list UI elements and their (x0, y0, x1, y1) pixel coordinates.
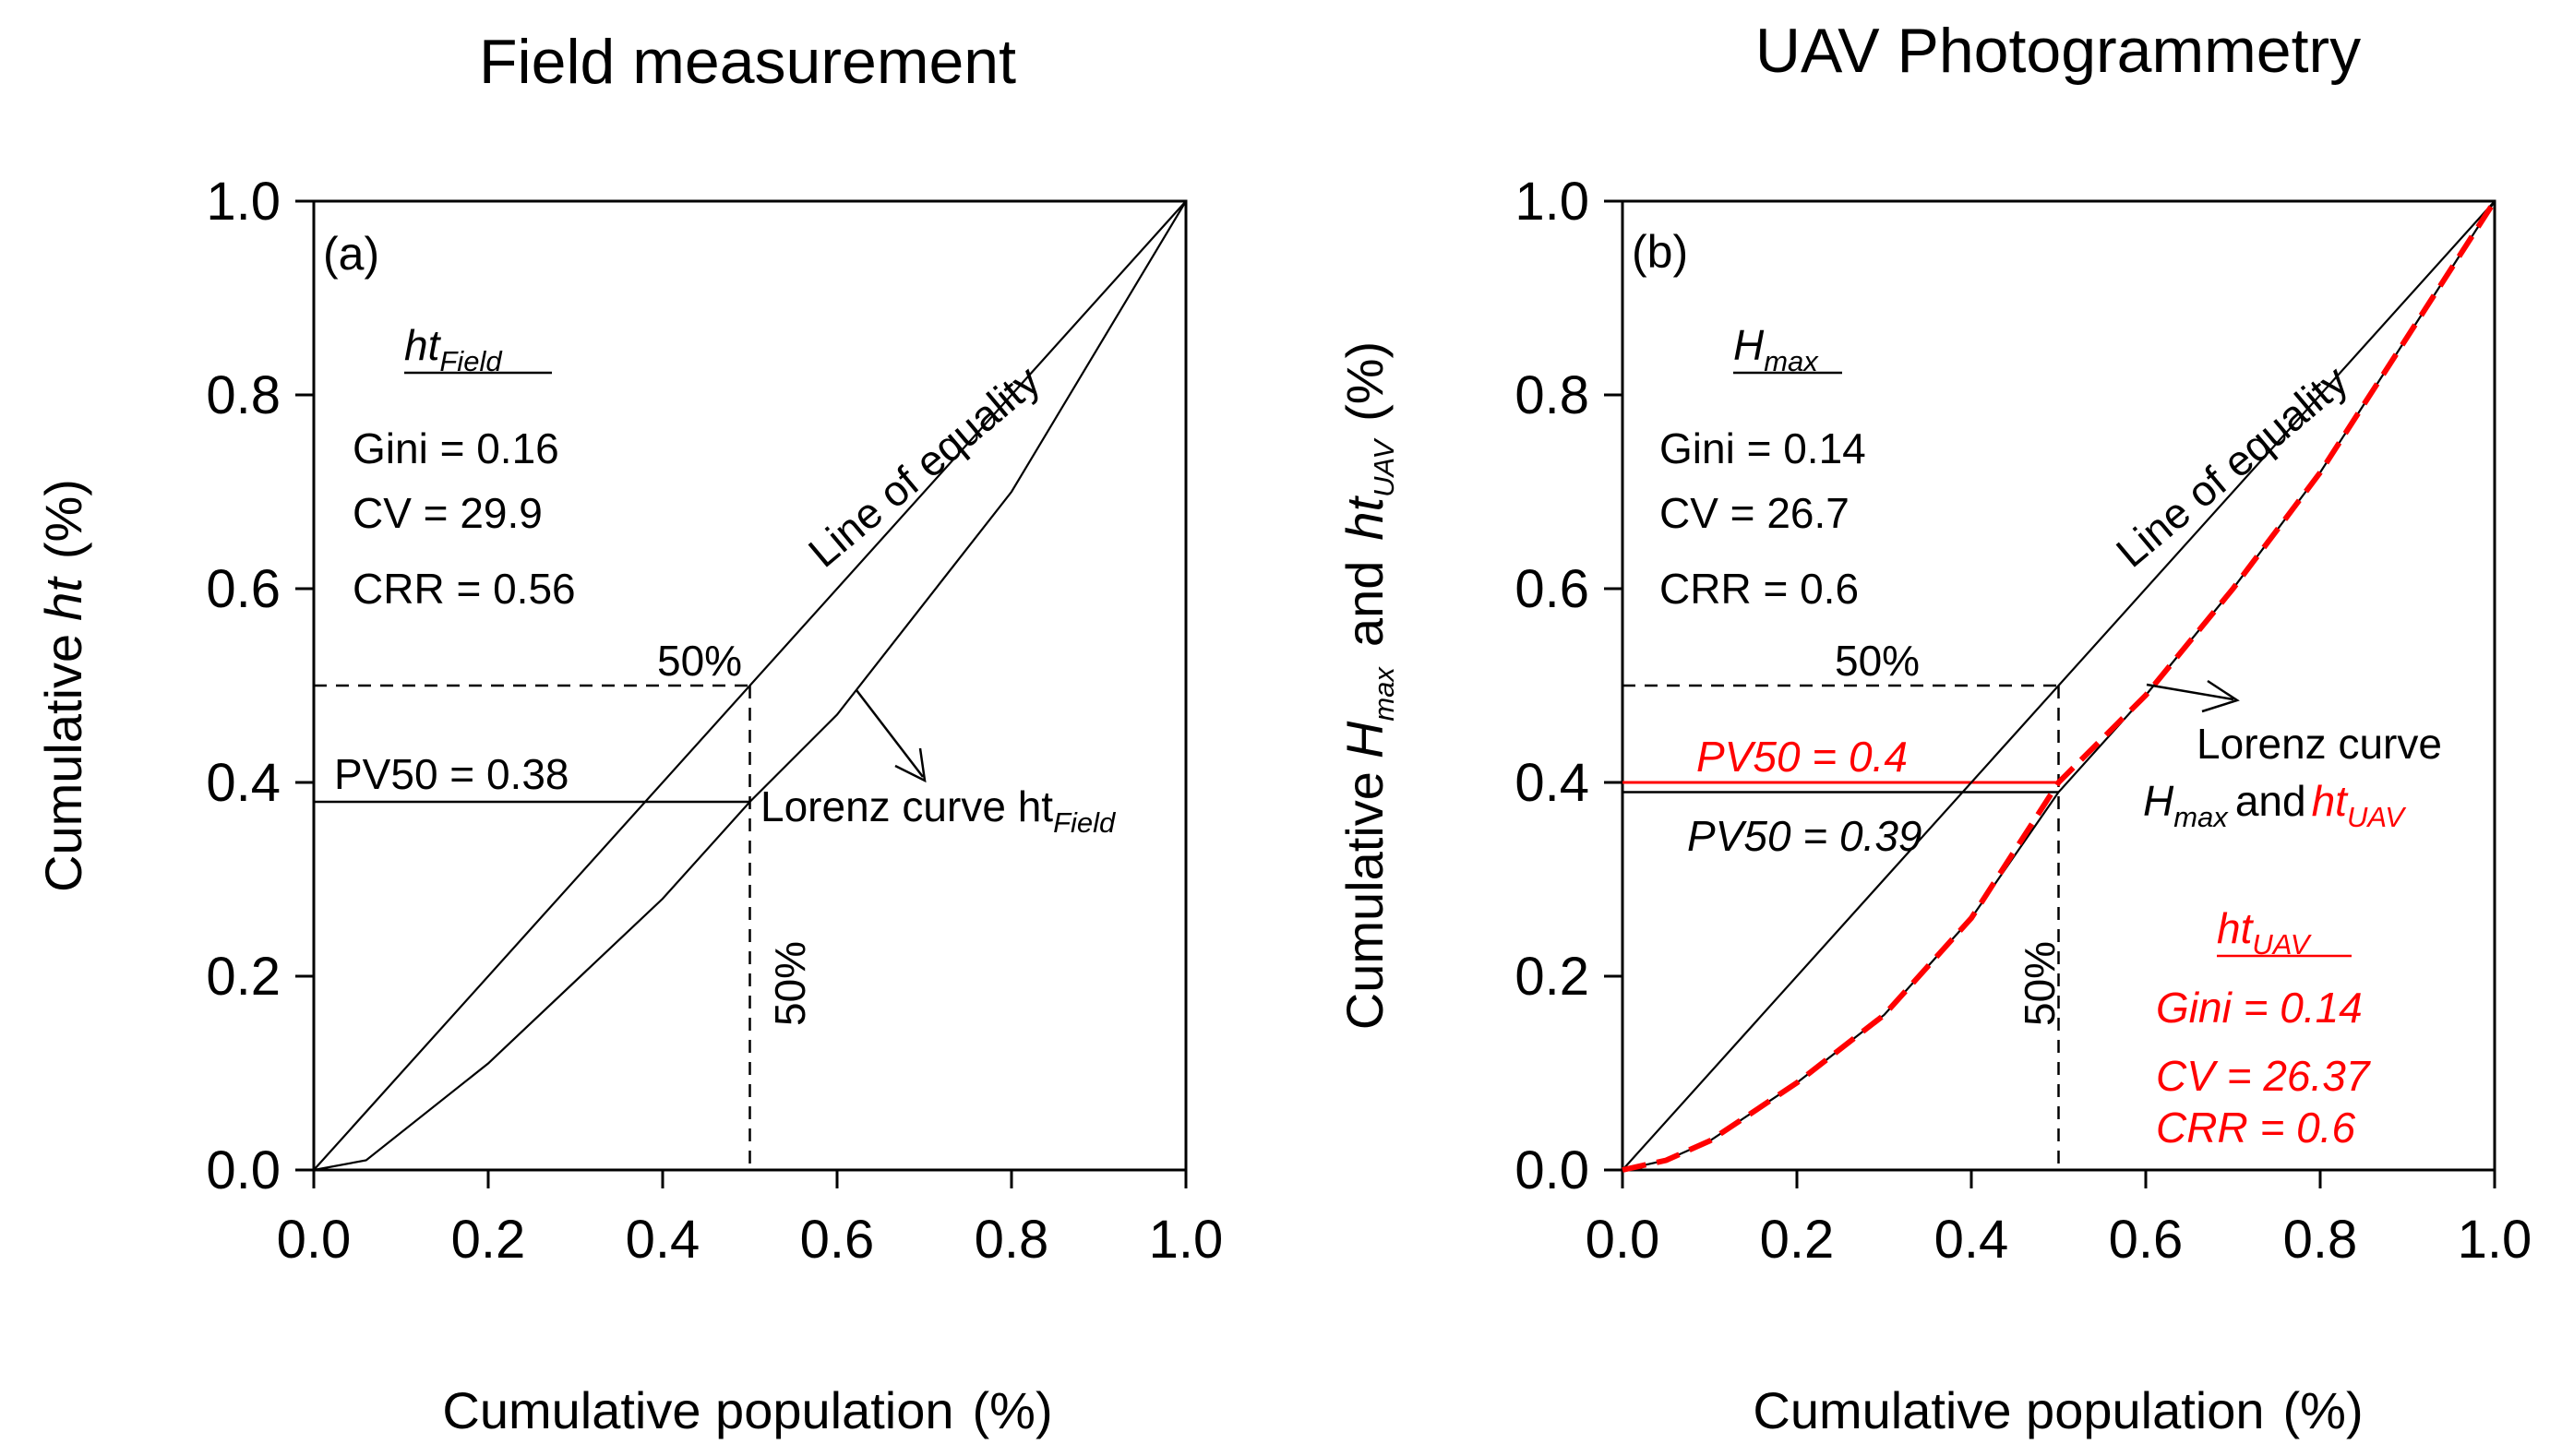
lorenz-label-line1-b: Lorenz curve (2197, 720, 2442, 768)
gini-a: Gini = 0.16 (353, 424, 559, 472)
cv-uav-b: CV = 26.37 (2156, 1052, 2371, 1100)
x-tick-label-b: 0.6 (2109, 1210, 2184, 1270)
y-tick-label-a: 0.0 (206, 1140, 281, 1200)
stats-hmax-heading-var-b: H (1733, 321, 1765, 369)
y-tick-label-b: 0.8 (1514, 365, 1589, 425)
y-tick-label-b: 0.0 (1514, 1140, 1589, 1200)
x-tick-label-b: 0.2 (1760, 1210, 1835, 1270)
lorenz-curve-uav-b (1622, 199, 2497, 1173)
y-tick-label-b: 0.4 (1514, 753, 1589, 813)
lorenz-label-line2-b: Hmax and htUAV (2143, 777, 2407, 833)
y-tick-label-a: 0.6 (206, 559, 281, 619)
stats-uav-heading-b: htUAV (2217, 904, 2313, 961)
panel-a: Field measurement 0.0 0.2 0.4 0.6 0.8 1.00.00… (34, 27, 1223, 1439)
lorenz-label-main-a: Lorenz curve ht (760, 782, 1053, 830)
gini-uav-b: Gini = 0.14 (2156, 984, 2363, 1032)
x-tick-label-b: 1.0 (2458, 1210, 2532, 1270)
equality-label-a: Line of equality (799, 356, 1048, 577)
cv-hmax-b: CV = 26.7 (1659, 489, 1850, 537)
equality-label-b: Line of equality (2107, 356, 2356, 577)
lorenz-arrow-b (2146, 683, 2234, 701)
panel-label-a: (a) (323, 228, 379, 280)
y-tick-label-b: 0.2 (1514, 947, 1589, 1007)
lorenz-curve-a (313, 200, 1187, 1172)
stats-hmax-heading-b: Hmax (1733, 321, 1819, 377)
panel-b: UAV Photogrammetry 0.0 0.2 0.4 0.6 0.8 1.00.0… (1335, 16, 2532, 1439)
ref-label-horizontal-b: 50% (1835, 637, 1920, 685)
cv-a: CV = 29.9 (353, 489, 543, 537)
x-tick-label-a: 1.0 (1149, 1210, 1224, 1270)
equality-line-b (1622, 200, 2496, 1171)
pv50-uav-label-b: PV50 = 0.4 (1696, 733, 1908, 781)
equality-line-a (313, 200, 1187, 1171)
x-tick-label-b: 0.0 (1586, 1210, 1660, 1270)
crr-uav-b: CRR = 0.6 (2156, 1104, 2355, 1152)
x-tick-label-a: 0.8 (975, 1210, 1049, 1270)
pv50-hmax-label-b: PV50 = 0.39 (1687, 812, 1921, 860)
stats-heading-a: htField (404, 321, 503, 377)
x-tick-label-a: 0.0 (277, 1210, 352, 1270)
stats-heading-var-a: ht (404, 321, 442, 369)
gini-hmax-b: Gini = 0.14 (1659, 424, 1866, 472)
y-tick-label-a: 1.0 (206, 172, 281, 232)
chart-title-a: Field measurement (479, 27, 1016, 97)
y-tick-label-a: 0.4 (206, 753, 281, 813)
lorenz-label-sub-a: Field (1053, 806, 1117, 839)
ref-label-vertical-a: 50% (766, 941, 814, 1026)
x-tick-label-b: 0.8 (2283, 1210, 2358, 1270)
lorenz-arrowhead-b (2201, 679, 2240, 713)
x-tick-label-a: 0.2 (451, 1210, 526, 1270)
crr-hmax-b: CRR = 0.6 (1659, 565, 1859, 613)
y-tick-label-a: 0.8 (206, 365, 281, 425)
y-axis-label-a: Cumulativeht(%) (34, 479, 92, 892)
axis-ticks-b: 0.0 0.2 0.4 0.6 0.8 1.0 0.0 0.2 0.4 0.6 0.8 1.0 (1514, 172, 2532, 1270)
lorenz-arrowhead-a (894, 747, 927, 783)
pv50-label-a: PV50 = 0.38 (334, 750, 569, 798)
x-tick-label-a: 0.6 (800, 1210, 875, 1270)
y-tick-label-b: 0.6 (1514, 559, 1589, 619)
y-axis-label-b: CumulativeHmaxandhtUAV(%) (1335, 341, 1400, 1030)
x-axis-label-a: Cumulative population (%) (442, 1381, 1052, 1439)
x-tick-label-b: 0.4 (1934, 1210, 2009, 1270)
lorenz-label-a: Lorenz curve htField (760, 782, 1117, 839)
crr-a: CRR = 0.56 (353, 565, 576, 613)
x-axis-label-b: Cumulative population (%) (1753, 1381, 2363, 1439)
chart-title-b: UAV Photogrammetry (1755, 16, 2361, 86)
ref-label-horizontal-a: 50% (657, 637, 742, 685)
x-tick-label-a: 0.4 (626, 1210, 700, 1270)
y-tick-label-a: 0.2 (206, 947, 281, 1007)
lorenz-arrow-a (856, 689, 924, 778)
ref-label-vertical-b: 50% (2016, 941, 2064, 1026)
y-tick-label-b: 1.0 (1514, 172, 1589, 232)
panel-label-b: (b) (1632, 226, 1688, 278)
axis-ticks-a: 0.0 0.2 0.4 0.6 0.8 1.0 0.0 0.2 0.4 0.6 0.8 1.0 (206, 172, 1223, 1270)
